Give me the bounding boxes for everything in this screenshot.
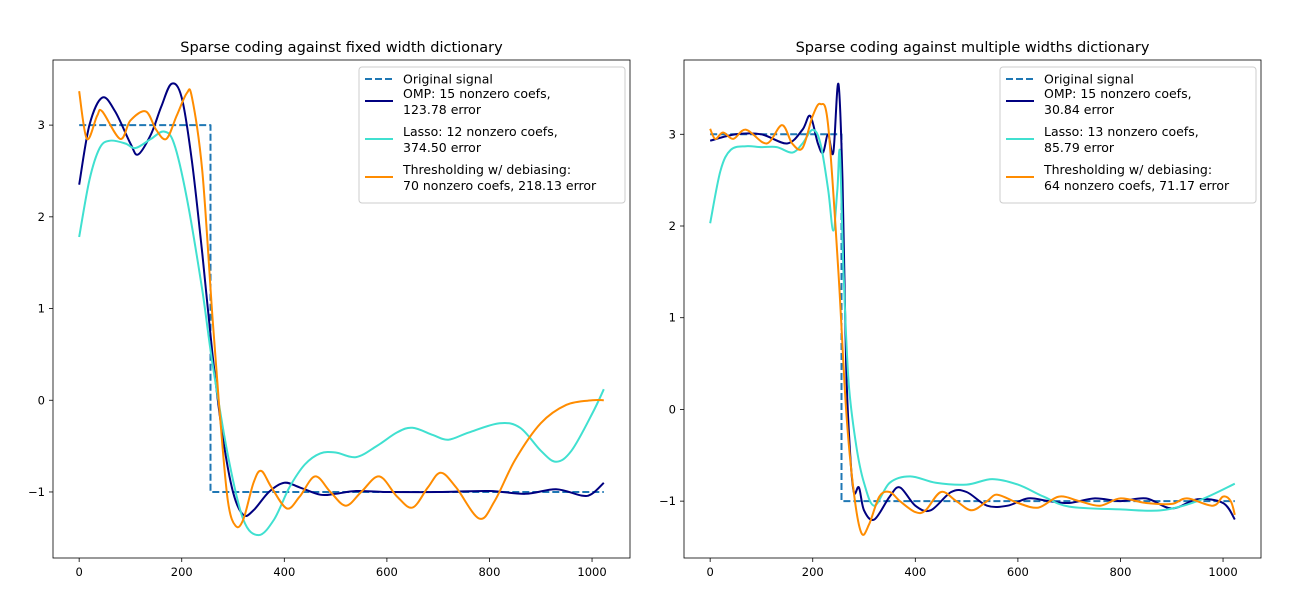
series-line-thresholding [78,88,604,529]
legend-label-line: Original signal [403,72,493,87]
x-tick-label: 1000 [1208,565,1237,579]
x-tick-label: 800 [478,565,500,579]
legend-label-line: 64 nonzero coefs, 71.17 error [1044,178,1230,193]
legend-label-line: Lasso: 13 nonzero coefs, [1044,124,1199,139]
y-tick-label: 2 [669,219,676,233]
x-tick-label: 200 [171,565,193,579]
legend-label-line: OMP: 15 nonzero coefs, [1044,86,1192,101]
y-tick-label: 0 [38,393,45,407]
legend-label-line: 374.50 error [403,140,482,155]
legend-label: OMP: 15 nonzero coefs, 123.78 error [403,86,551,117]
y-tick-label: 1 [38,302,45,316]
subplot-2: Sparse coding against multiple widths di… [659,40,1262,579]
y-tick-label: −1 [28,485,45,499]
x-tick-label: 800 [1109,565,1131,579]
legend-label-line: Thresholding w/ debiasing: [1043,162,1212,177]
y-tick-label: 3 [38,118,45,132]
legend-label-line: Lasso: 12 nonzero coefs, [403,124,558,139]
x-tick-label: 400 [904,565,926,579]
x-tick-label: 1000 [577,565,606,579]
series-line-omp [709,82,1236,521]
y-tick-label: 2 [38,210,45,224]
legend-label: Lasso: 12 nonzero coefs, 374.50 error [403,124,558,155]
x-tick-label: 0 [75,565,82,579]
legend-label: Original signal [1044,72,1134,87]
x-tick-label: 200 [802,565,824,579]
subplot-1: Sparse coding against fixed width dictio… [28,40,631,579]
series-group [78,82,605,537]
legend-label-line: OMP: 15 nonzero coefs, [403,86,551,101]
axes-frame [52,59,631,559]
chart-title: Sparse coding against multiple widths di… [796,40,1150,56]
series-line-lasso [709,128,1236,512]
legend-label: Original signal [403,72,493,87]
legend-label: OMP: 15 nonzero coefs, 30.84 error [1044,86,1192,117]
axes-frame [683,59,1262,559]
legend-label-line: Original signal [1044,72,1134,87]
y-tick-label: 3 [669,127,676,141]
y-tick-label: 1 [669,311,676,325]
legend-box [358,66,626,204]
legend-box [999,66,1257,204]
x-tick-label: 400 [273,565,295,579]
legend-label: Lasso: 13 nonzero coefs, 85.79 error [1044,124,1199,155]
chart-title: Sparse coding against fixed width dictio… [180,40,503,56]
series-line-lasso [78,130,605,537]
legend-label-line: 123.78 error [403,102,482,117]
x-tick-label: 600 [376,565,398,579]
legend-label-line: 85.79 error [1044,140,1115,155]
legend-label: Thresholding w/ debiasing: 70 nonzero coe… [402,162,597,193]
legend-label-line: 70 nonzero coefs, 218.13 error [403,178,597,193]
legend-label: Thresholding w/ debiasing: 64 nonzero coe… [1043,162,1230,193]
series-line-thresholding [709,102,1236,536]
x-tick-label: 600 [1007,565,1029,579]
legend-label-line: 30.84 error [1044,102,1115,117]
x-tick-label: 0 [706,565,713,579]
y-tick-label: 0 [669,402,676,416]
y-tick-label: −1 [659,494,676,508]
legend-label-line: Thresholding w/ debiasing: [402,162,571,177]
series-group [709,82,1236,536]
